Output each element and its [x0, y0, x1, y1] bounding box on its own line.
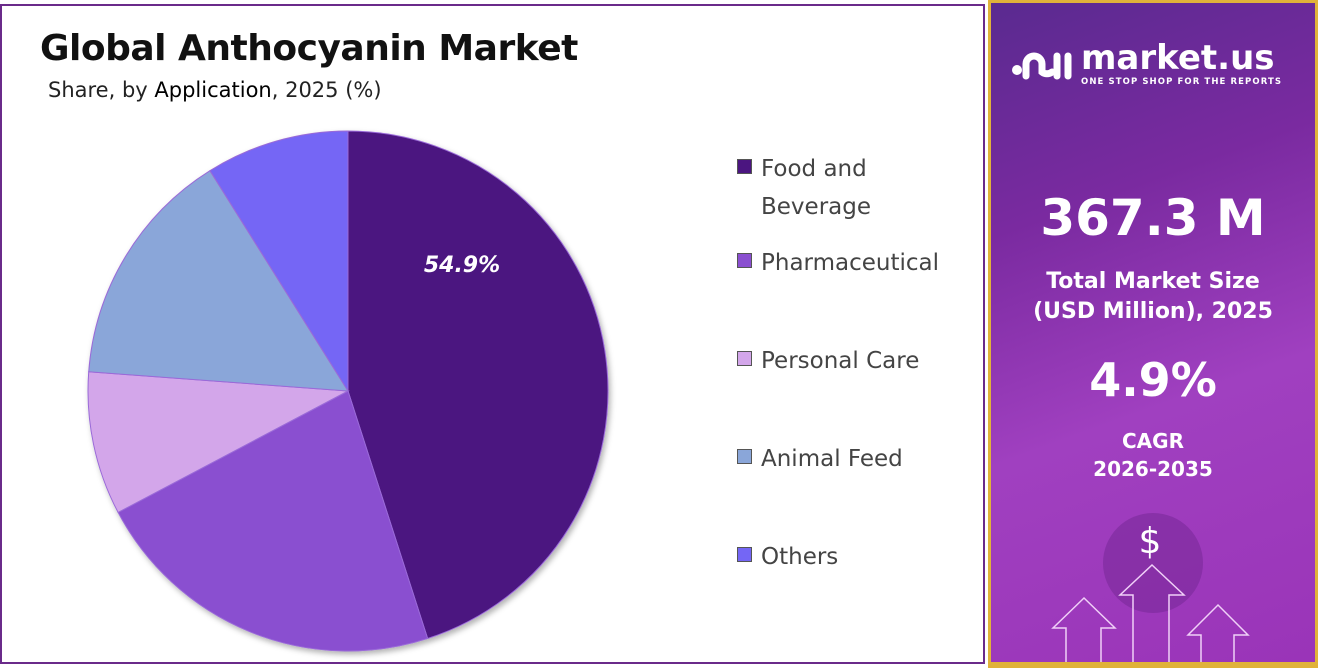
market-us-logo-icon [1012, 52, 1072, 80]
legend-swatch [737, 159, 752, 174]
subtitle-text: Share, by [48, 78, 155, 102]
cagr-label: CAGR [1122, 429, 1184, 453]
legend-label: Others [761, 544, 839, 570]
pie-slice-food-and-beverage[interactable] [347, 130, 609, 640]
legend-item-others[interactable]: Others [737, 538, 977, 576]
legend-swatch [737, 351, 752, 366]
legend-label: Animal Feed [761, 446, 903, 472]
pie-chart: 54.9% [87, 130, 609, 652]
legend-swatch [737, 253, 752, 268]
summary-panel: $ market.us ONE STOP SHOP FOR THE REPORT… [988, 0, 1318, 668]
cagr-value: 4.9% [1089, 353, 1217, 407]
market-size-label-2: (USD Million), 2025 [1033, 299, 1273, 324]
data-label-food-and-beverage: 54.9% [424, 253, 500, 278]
legend-label-line: Food and [761, 156, 867, 182]
dollar-icon: $ [1138, 521, 1162, 562]
legend-label: Food and Beverage [761, 150, 871, 226]
subtitle-emphasis: Application [154, 78, 272, 102]
brand-name: market.us [1081, 38, 1275, 78]
legend-label-line: Beverage [761, 194, 871, 220]
pie-slice-personal-care[interactable] [87, 371, 350, 514]
subtitle-text-end: , 2025 (%) [271, 78, 382, 102]
pie-slice-animal-feed[interactable] [88, 169, 349, 392]
chart-subtitle: Share, by Application, 2025 (%) [48, 78, 382, 102]
legend-item-pharmaceutical[interactable]: Pharmaceutical [737, 244, 977, 282]
background-decoration [1051, 513, 1250, 662]
cagr-period: 2026-2035 [1093, 457, 1213, 481]
legend-label: Personal Care [761, 348, 920, 374]
legend-swatch [737, 449, 752, 464]
legend-label: Pharmaceutical [761, 250, 940, 276]
pie-slice-others[interactable] [209, 130, 349, 393]
legend-item-food-and-beverage[interactable]: Food and Beverage [737, 150, 977, 226]
brand-tagline: ONE STOP SHOP FOR THE REPORTS [1081, 77, 1283, 87]
chart-panel: Global Anthocyanin Market Share, by Appl… [0, 4, 985, 664]
legend-swatch [737, 547, 752, 562]
market-size-value: 367.3 M [1040, 189, 1266, 247]
chart-title: Global Anthocyanin Market [40, 28, 578, 69]
market-size-label: Total Market Size [1046, 269, 1260, 294]
legend-item-animal-feed[interactable]: Animal Feed [737, 440, 977, 478]
pie-slice-pharmaceutical[interactable] [117, 390, 429, 652]
brand-logo: market.us ONE STOP SHOP FOR THE REPORTS [1011, 41, 1282, 87]
legend-item-personal-care[interactable]: Personal Care [737, 342, 977, 380]
